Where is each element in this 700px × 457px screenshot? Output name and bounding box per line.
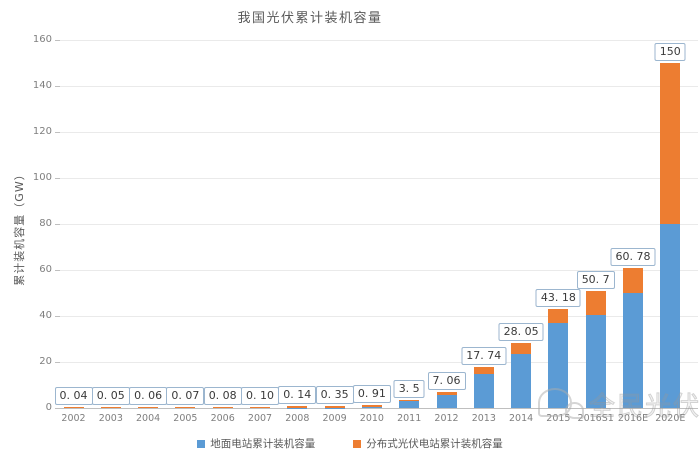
value-label-2016S1: 50. 7 [576, 271, 615, 290]
legend-marker-icon [197, 439, 206, 448]
bar-distributed-2020E [660, 63, 681, 224]
bar-distributed-2005 [175, 406, 196, 408]
bar-distributed-2016E [623, 268, 643, 293]
x-tick-label-2008: 2008 [285, 413, 310, 424]
x-tick-label-2007: 2007 [247, 413, 273, 424]
y-tick-label: 0 [45, 402, 52, 413]
bar-distributed-2015 [548, 308, 569, 323]
y-tick-mark [55, 408, 60, 409]
y-tick-label: 100 [32, 172, 52, 183]
x-tick-label-2006: 2006 [210, 413, 235, 424]
y-tick-mark [55, 178, 60, 179]
x-tick-label-2020E: 2020E [655, 413, 686, 424]
x-tick-label-2016S1: 2016S1 [577, 413, 614, 424]
bar-distributed-2012 [436, 391, 457, 395]
x-tick-label-2004: 2004 [136, 413, 161, 424]
legend: 地面电站累计装机容量 分布式光伏电站累计装机容量 [0, 436, 700, 451]
bar-ground-2013 [473, 373, 494, 408]
y-tick-mark [55, 132, 60, 133]
y-tick-mark [55, 224, 60, 225]
bar-distributed-2009 [324, 406, 345, 408]
y-tick-mark [55, 86, 60, 87]
x-tick-label-2016E: 2016E [617, 413, 649, 424]
bar-ground-2016E [623, 293, 643, 408]
value-label-2007: 0. 10 [241, 386, 279, 405]
y-tick-label: 120 [32, 126, 52, 137]
gridline [60, 270, 698, 271]
value-label-2016E: 60. 78 [610, 248, 656, 267]
value-label-2002: 0. 04 [54, 386, 93, 405]
x-tick-label-2014: 2014 [509, 413, 534, 424]
value-label-2020E: 150 [654, 43, 686, 61]
value-label-2010: 0. 91 [352, 385, 391, 404]
bar-ground-2014 [511, 354, 532, 408]
x-tick-label-2015: 2015 [546, 413, 571, 424]
value-label-2012: 7. 06 [427, 371, 466, 390]
gridline [60, 132, 698, 133]
x-tick-label-2013: 2013 [471, 413, 496, 424]
bar-distributed-2007 [250, 406, 270, 408]
bar-distributed-2013 [473, 367, 494, 374]
gridline [60, 86, 698, 87]
legend-marker-icon [353, 439, 362, 448]
gridline [60, 40, 698, 41]
y-tick-label: 80 [39, 218, 52, 229]
bar-distributed-2004 [138, 406, 159, 408]
value-label-2011: 3. 5 [393, 379, 425, 398]
value-label-2013: 17. 74 [461, 347, 507, 366]
y-tick-label: 140 [32, 80, 52, 91]
value-label-2006: 0. 08 [203, 386, 242, 405]
gridline [60, 178, 698, 179]
x-tick-label-2011: 2011 [397, 413, 422, 424]
value-label-2014: 28. 05 [498, 323, 544, 342]
value-label-2015: 43. 18 [535, 288, 581, 307]
bar-distributed-2008 [287, 406, 308, 408]
bar-distributed-2010 [361, 405, 382, 407]
y-tick-label: 20 [39, 356, 52, 367]
x-tick-label-2002: 2002 [61, 413, 86, 424]
gridline [60, 316, 698, 317]
value-label-2004: 0. 06 [129, 386, 168, 405]
bar-ground-2011 [399, 401, 420, 408]
value-label-2005: 0. 07 [166, 386, 205, 405]
value-label-2003: 0. 05 [91, 386, 130, 405]
x-tick-label-2003: 2003 [98, 413, 123, 424]
legend-label: 分布式光伏电站累计装机容量 [366, 438, 503, 450]
x-tick-label-2010: 2010 [359, 413, 384, 424]
bar-ground-2010 [361, 406, 382, 408]
bar-distributed-2002 [63, 406, 84, 408]
value-label-2009: 0. 35 [315, 386, 354, 405]
gridline [60, 362, 698, 363]
legend-item-ground: 地面电站累计装机容量 [197, 436, 315, 451]
bar-ground-2012 [436, 394, 457, 408]
y-tick-mark [55, 40, 60, 41]
y-tick-label: 40 [39, 310, 52, 321]
bar-distributed-2011 [399, 399, 420, 402]
x-tick-label-2005: 2005 [173, 413, 198, 424]
bar-distributed-2014 [511, 343, 532, 355]
bar-distributed-2006 [212, 406, 233, 408]
gridline [60, 224, 698, 225]
value-label-2008: 0. 14 [278, 386, 317, 405]
legend-label: 地面电站累计装机容量 [210, 438, 316, 450]
y-tick-label: 160 [32, 34, 52, 45]
bar-ground-2016S1 [585, 315, 606, 408]
y-tick-mark [55, 316, 60, 317]
x-tick-label-2012: 2012 [434, 413, 459, 424]
bar-ground-2020E [660, 224, 681, 408]
bar-distributed-2016S1 [585, 291, 606, 316]
y-tick-mark [55, 362, 60, 363]
x-tick-label-2009: 2009 [322, 413, 347, 424]
legend-item-distributed: 分布式光伏电站累计装机容量 [353, 436, 503, 451]
bar-distributed-2003 [100, 406, 121, 408]
x-axis-line [60, 408, 698, 409]
bar-ground-2015 [548, 322, 569, 408]
y-tick-mark [55, 270, 60, 271]
chart-title: 我国光伏累计装机容量 [237, 11, 383, 26]
y-tick-label: 60 [39, 264, 52, 275]
